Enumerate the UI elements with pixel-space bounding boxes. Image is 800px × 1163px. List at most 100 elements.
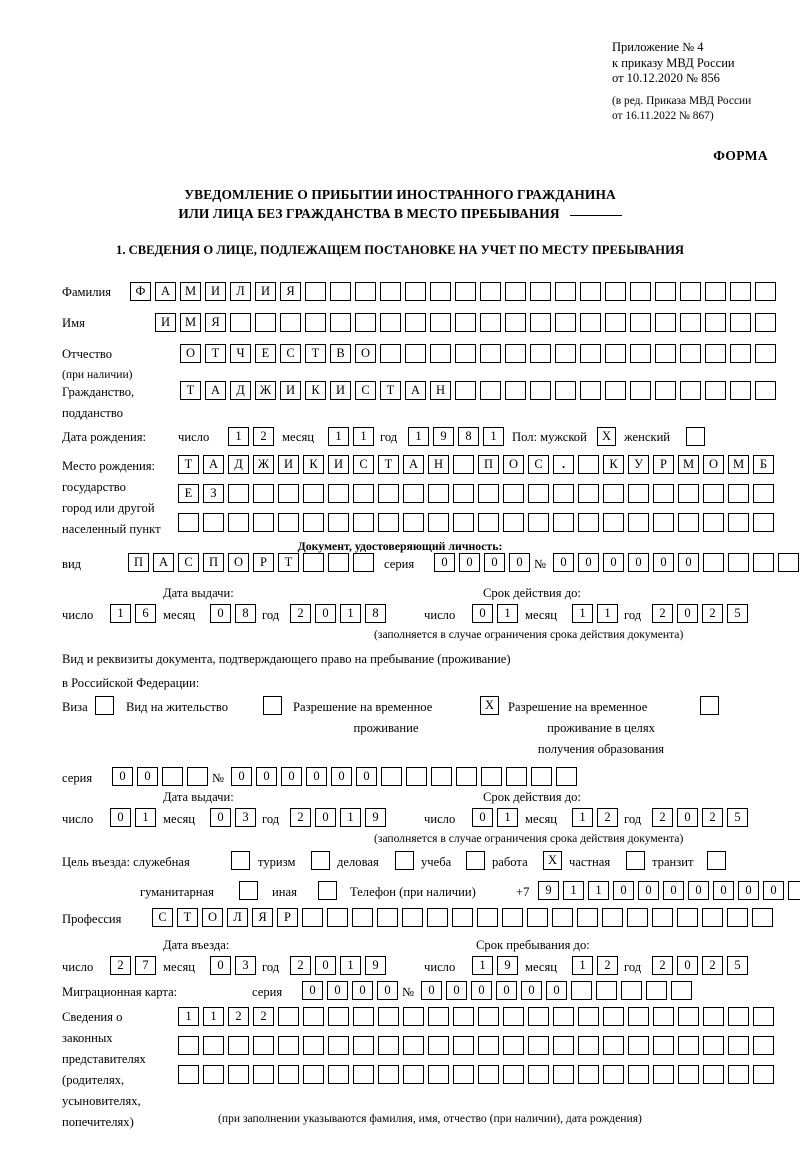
char-cell[interactable] [303,553,324,572]
char-cell[interactable] [378,513,399,532]
char-cell[interactable]: 2 [597,956,618,975]
char-cell[interactable]: 0 [677,956,698,975]
char-cell[interactable]: 0 [231,767,252,786]
char-cell[interactable] [678,1036,699,1055]
char-cell[interactable]: И [205,282,226,301]
char-cell[interactable] [528,1036,549,1055]
char-cell[interactable] [778,553,799,572]
char-cell[interactable] [503,1036,524,1055]
char-cell[interactable]: Т [278,553,299,572]
char-cell[interactable] [753,513,774,532]
char-cell[interactable] [478,1065,499,1084]
char-cell[interactable]: 0 [678,553,699,572]
char-cell[interactable] [427,908,448,927]
char-cell[interactable]: 0 [315,808,336,827]
char-cell[interactable] [653,1007,674,1026]
char-cell[interactable] [753,553,774,572]
char-cell[interactable] [530,344,551,363]
char-cell[interactable]: О [703,455,724,474]
char-cell[interactable]: Т [205,344,226,363]
char-cell[interactable]: 0 [306,767,327,786]
char-cell[interactable] [255,313,276,332]
char-cell[interactable] [303,513,324,532]
char-cell[interactable] [530,381,551,400]
char-cell[interactable] [353,513,374,532]
char-cell[interactable]: Е [255,344,276,363]
char-cell[interactable] [728,1007,749,1026]
char-cell[interactable] [431,767,452,786]
char-cell[interactable]: 0 [315,604,336,623]
char-cell[interactable]: 1 [472,956,493,975]
checkbox-purpose-private[interactable] [626,851,645,870]
char-cell[interactable]: И [278,455,299,474]
char-cell[interactable]: К [303,455,324,474]
char-cell[interactable]: 0 [446,981,467,1000]
char-cell[interactable] [378,484,399,503]
char-cell[interactable]: С [355,381,376,400]
char-cell[interactable] [627,908,648,927]
char-cell[interactable] [430,313,451,332]
char-cell[interactable] [503,1007,524,1026]
char-cell[interactable]: 0 [484,553,505,572]
char-cell[interactable]: 1 [110,604,131,623]
char-cell[interactable] [578,484,599,503]
char-cell[interactable]: 0 [459,553,480,572]
char-cell[interactable]: 3 [235,808,256,827]
char-cell[interactable]: 1 [563,881,584,900]
char-cell[interactable]: 2 [702,808,723,827]
char-cell[interactable] [453,1036,474,1055]
char-cell[interactable]: М [180,282,201,301]
char-cell[interactable] [187,767,208,786]
char-cell[interactable] [753,484,774,503]
char-cell[interactable] [671,981,692,1000]
char-cell[interactable] [453,513,474,532]
char-cell[interactable] [578,1036,599,1055]
char-cell[interactable]: 0 [521,981,542,1000]
char-cell[interactable] [603,484,624,503]
checkbox-purpose-other[interactable] [318,881,337,900]
char-cell[interactable] [355,282,376,301]
char-cell[interactable] [428,1007,449,1026]
char-cell[interactable]: 1 [203,1007,224,1026]
char-cell[interactable]: 0 [653,553,674,572]
char-cell[interactable] [553,484,574,503]
char-cell[interactable] [428,513,449,532]
char-cell[interactable] [353,1065,374,1084]
char-cell[interactable]: С [528,455,549,474]
char-cell[interactable] [228,1065,249,1084]
char-cell[interactable]: 1 [228,427,249,446]
char-cell[interactable]: 5 [727,604,748,623]
char-cell[interactable]: 2 [228,1007,249,1026]
char-cell[interactable] [580,282,601,301]
char-cell[interactable]: 9 [365,956,386,975]
char-cell[interactable] [580,313,601,332]
char-cell[interactable]: М [180,313,201,332]
char-cell[interactable] [730,381,751,400]
char-cell[interactable]: С [280,344,301,363]
char-cell[interactable]: 0 [421,981,442,1000]
char-cell[interactable] [456,767,477,786]
char-cell[interactable] [528,1065,549,1084]
char-cell[interactable] [621,981,642,1000]
char-cell[interactable] [703,553,724,572]
char-cell[interactable] [403,513,424,532]
char-cell[interactable]: 0 [302,981,323,1000]
char-cell[interactable] [730,344,751,363]
char-cell[interactable]: М [678,455,699,474]
char-cell[interactable]: Ж [255,381,276,400]
char-cell[interactable]: 1 [572,604,593,623]
char-cell[interactable] [578,513,599,532]
char-cell[interactable]: К [305,381,326,400]
char-cell[interactable] [430,282,451,301]
char-cell[interactable] [628,1036,649,1055]
char-cell[interactable] [353,1007,374,1026]
